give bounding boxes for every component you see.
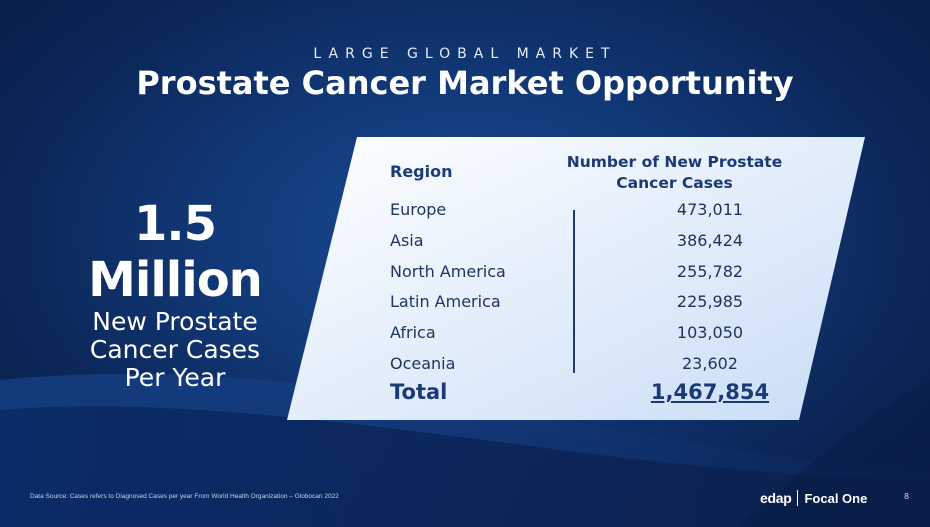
header-cases-line-2: Cancer Cases bbox=[616, 174, 733, 192]
table-row: Oceania 23,602 bbox=[390, 354, 810, 380]
header-region: Region bbox=[390, 162, 453, 181]
total-value: 1,467,854 bbox=[650, 380, 770, 404]
table-row: Latin America 225,985 bbox=[390, 292, 810, 318]
page-number: 8 bbox=[904, 492, 910, 501]
highlight-line-1: New Prostate bbox=[92, 307, 258, 336]
table-row: Europe 473,011 bbox=[390, 200, 810, 226]
row-value: 473,011 bbox=[676, 200, 744, 219]
page-title: Prostate Cancer Market Opportunity bbox=[136, 64, 794, 102]
panel-background bbox=[287, 137, 865, 420]
highlight-line-2: Cancer Cases bbox=[89, 335, 261, 364]
highlight-block: 1.5 Million New Prostate Cancer Cases Pe… bbox=[40, 196, 310, 392]
row-value: 103,050 bbox=[676, 323, 744, 342]
table-row: North America 255,782 bbox=[390, 262, 810, 288]
table-row: Asia 386,424 bbox=[390, 231, 810, 257]
company-logo: edap Focal One bbox=[760, 488, 867, 508]
table-row: Africa 103,050 bbox=[390, 323, 810, 349]
row-region: Europe bbox=[390, 200, 447, 219]
column-divider bbox=[573, 210, 575, 373]
header-cases: Number of New Prostate Cancer Cases bbox=[552, 152, 797, 194]
cases-table: Region Number of New Prostate Cancer Cas… bbox=[287, 137, 865, 420]
highlight-line-3: Per Year bbox=[124, 363, 226, 392]
row-region: Asia bbox=[390, 231, 424, 250]
total-label: Total bbox=[390, 380, 448, 404]
row-value: 386,424 bbox=[676, 231, 744, 250]
section-eyebrow: LARGE GLOBAL MARKET bbox=[313, 46, 617, 62]
row-region: Africa bbox=[390, 323, 436, 342]
cases-table-panel: Region Number of New Prostate Cancer Cas… bbox=[287, 137, 865, 420]
row-value: 255,782 bbox=[676, 262, 744, 281]
logo-focal-one: Focal One bbox=[804, 490, 868, 506]
logo-edap: edap bbox=[760, 490, 792, 506]
row-region: Oceania bbox=[390, 354, 456, 373]
header-cases-line-1: Number of New Prostate bbox=[566, 153, 783, 171]
highlight-number: 1.5 Million bbox=[88, 196, 263, 308]
row-region: North America bbox=[390, 262, 506, 281]
row-region: Latin America bbox=[390, 292, 501, 311]
logo-separator bbox=[797, 490, 799, 506]
data-source-footnote: Data Source: Cases refers to Diagnosed C… bbox=[30, 493, 339, 500]
row-value: 23,602 bbox=[682, 354, 738, 373]
row-value: 225,985 bbox=[676, 292, 744, 311]
